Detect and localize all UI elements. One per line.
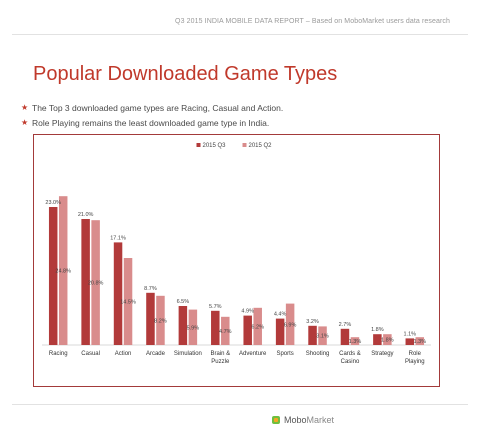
data-label-q3: 6.5% (177, 299, 190, 305)
legend-swatch (196, 143, 201, 147)
bar-q2 (415, 337, 425, 345)
data-label-q3: 8.7% (144, 286, 157, 292)
bar-q3 (211, 310, 220, 345)
data-label-q2: 5.9% (187, 325, 200, 331)
bar-q2 (285, 303, 295, 345)
footer-brand: MoboMarket (272, 415, 334, 425)
data-label-q2: 6.9% (284, 322, 297, 328)
category-label: Role (409, 351, 422, 357)
bar-q2 (383, 334, 392, 345)
footer-divider (12, 404, 468, 405)
bar-q2 (58, 196, 68, 345)
bar-q3 (373, 334, 382, 345)
bar-q3 (308, 325, 317, 345)
category-label: Racing (49, 351, 68, 357)
bullet-item: ★ The Top 3 downloaded game types are Ra… (21, 100, 283, 115)
data-label-q2: 8.2% (154, 318, 167, 324)
category-label: Arcade (146, 351, 166, 357)
data-label-q3: 3.2% (306, 319, 319, 325)
bar-q3 (146, 292, 155, 345)
bar-q2 (350, 337, 360, 345)
bar-q3 (405, 338, 415, 345)
data-label-q2: 1.3% (349, 339, 362, 345)
bullet-list: ★ The Top 3 downloaded game types are Ra… (21, 100, 283, 130)
data-label-q2: 3.1% (316, 334, 329, 340)
bar-q2 (91, 220, 100, 345)
category-label: Action (115, 351, 132, 357)
bullet-text: Role Playing remains the least downloade… (32, 117, 270, 128)
bar-q2 (156, 295, 165, 345)
data-label-q3: 1.8% (371, 327, 384, 333)
bullet-text: The Top 3 downloaded game types are Raci… (32, 102, 284, 113)
category-label: Playing (405, 359, 425, 365)
data-label-q2: 20.8% (88, 281, 104, 287)
data-label-q3: 5.7% (209, 304, 222, 310)
category-label: Adventure (239, 351, 267, 357)
bar-q2 (221, 316, 230, 345)
data-label-q2: 4.7% (219, 329, 232, 335)
bar-q3 (243, 315, 252, 345)
star-icon: ★ (21, 118, 29, 127)
data-label-q3: 4.4% (274, 312, 287, 318)
data-label-q3: 1.1% (404, 331, 417, 337)
data-label-q2: 14.5% (120, 300, 136, 306)
category-label: Sports (276, 351, 293, 357)
bar-q2 (253, 307, 262, 345)
bullet-item: ★ Role Playing remains the least downloa… (21, 115, 283, 130)
brand-name-part2: Market (306, 415, 335, 425)
legend-swatch (242, 143, 247, 147)
category-label: Casino (341, 359, 360, 365)
data-label-q2: 1.3% (414, 339, 427, 345)
page-title: Popular Downloaded Game Types (33, 63, 338, 85)
bar-chart: 2015 Q3 2015 Q2 23.0% 24.8% Racing 21.0% 20.8%… (42, 143, 431, 365)
report-header: Q3 2015 INDIA MOBILE DATA REPORT – Based… (175, 18, 450, 25)
bar-q3 (48, 207, 58, 345)
header-divider (12, 34, 468, 35)
data-label-q3: 21.0% (78, 212, 94, 218)
bar-q2 (123, 258, 133, 345)
chart-frame: 2015 Q3 2015 Q2 23.0% 24.8% Racing 21.0% 20.8%… (33, 134, 440, 387)
mobomarket-logo-icon (272, 416, 280, 424)
data-label-q3: 17.1% (110, 235, 126, 241)
bar-q3 (275, 318, 285, 345)
bar-q2 (318, 326, 327, 345)
category-label: Simulation (174, 351, 202, 357)
data-label-q3: 2.7% (339, 322, 352, 328)
legend-label: 2015 Q3 (203, 143, 227, 149)
bar-q3 (178, 306, 188, 345)
brand-name-part1: Mobo (284, 415, 307, 425)
category-label: Shooting (306, 351, 330, 357)
data-label-q3: 4.9% (241, 309, 254, 315)
category-label: Brain & (210, 351, 230, 357)
bar-q3 (340, 328, 350, 345)
bar-q3 (113, 242, 123, 345)
data-label-q2: 1.8% (381, 338, 394, 344)
category-label: Cards & (339, 351, 361, 357)
category-label: Strategy (371, 351, 393, 357)
data-label-q2: 6.2% (251, 324, 264, 330)
bar-q2 (188, 309, 198, 345)
category-label: Puzzle (211, 359, 230, 365)
data-label-q2: 24.8% (55, 269, 71, 275)
data-label-q3: 23.0% (45, 200, 61, 206)
bar-q3 (81, 219, 90, 345)
legend-label: 2015 Q2 (249, 143, 273, 149)
star-icon: ★ (21, 103, 29, 112)
category-label: Casual (81, 351, 100, 357)
